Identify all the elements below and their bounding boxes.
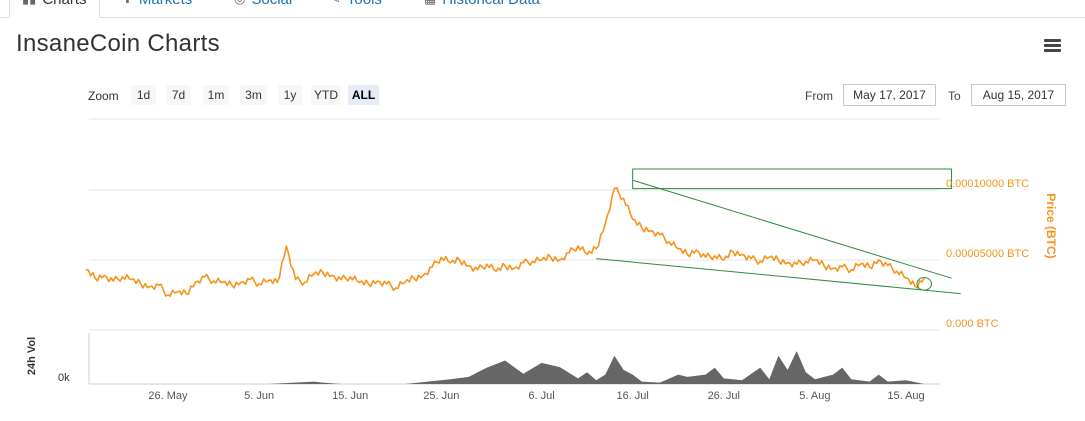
x-tick-label: 16. Jul — [616, 390, 648, 402]
tab-label: Markets — [139, 0, 192, 8]
range-from-input[interactable]: May 17, 2017 — [843, 84, 936, 106]
tab-label: Charts — [42, 0, 86, 8]
y-axis-title: Price (BTC) — [1044, 193, 1058, 258]
range-from-label: From — [805, 89, 833, 103]
zoom-label: Zoom — [88, 89, 119, 103]
x-tick-label: 15. Aug — [887, 390, 924, 402]
y-tick-label: 0.000 BTC — [946, 318, 999, 330]
tab-historical-data[interactable]: ▦ Historical Data — [424, 0, 540, 17]
tab-label: Tools — [347, 0, 382, 8]
globe-icon: ◎ — [234, 0, 245, 7]
bar-chart-icon: ▮▮ — [22, 0, 36, 7]
tab-label: Historical Data — [442, 0, 540, 8]
tab-label: Social — [251, 0, 292, 8]
annotation-trendline-upper — [632, 179, 952, 279]
zoom-button-7d[interactable]: 7d — [166, 85, 191, 105]
tab-charts[interactable]: ▮▮ Charts — [9, 0, 100, 18]
annotation-rectangle — [632, 168, 953, 190]
x-tick-label: 15. Jun — [332, 390, 368, 402]
annotation-trendline-lower — [596, 258, 961, 295]
calendar-icon: ▦ — [424, 0, 436, 7]
zoom-button-all[interactable]: ALL — [348, 85, 379, 105]
range-to-label: To — [948, 89, 961, 103]
volume-axis-title: 24h Vol — [26, 337, 38, 375]
price-series-line — [85, 186, 925, 297]
page-title: InsaneCoin Charts — [16, 30, 220, 57]
tab-social[interactable]: ◎ Social — [234, 0, 292, 17]
y-tick-label: 0.00010000 BTC — [946, 178, 1029, 190]
volume-area — [86, 351, 925, 384]
zoom-button-1d[interactable]: 1d — [131, 85, 156, 105]
tab-markets[interactable]: ✚ Markets — [122, 0, 192, 17]
hamburger-menu-icon[interactable] — [1044, 39, 1061, 52]
annotation-ellipse — [916, 277, 933, 291]
nav-tab-bar: ▮▮ Charts ✚ Markets ◎ Social ✎ Tools ▦ H… — [0, 0, 1085, 18]
x-tick-label: 26. May — [148, 390, 188, 402]
zoom-button-3m[interactable]: 3m — [240, 85, 267, 105]
zoom-button-1m[interactable]: 1m — [203, 85, 229, 105]
x-tick-label: 5. Jun — [244, 390, 274, 402]
x-tick-label: 25. Jun — [423, 390, 459, 402]
wrench-icon: ✎ — [330, 0, 341, 7]
x-tick-label: 5. Aug — [799, 390, 830, 402]
zoom-button-1y[interactable]: 1y — [278, 85, 302, 105]
x-tick-label: 26. Jul — [708, 390, 740, 402]
range-to-input[interactable]: Aug 15, 2017 — [971, 84, 1066, 106]
volume-tick-label: 0k — [58, 372, 70, 384]
cart-icon: ✚ — [122, 0, 133, 7]
y-tick-label: 0.00005000 BTC — [946, 248, 1029, 260]
zoom-button-ytd[interactable]: YTD — [311, 85, 341, 105]
x-tick-label: 6. Jul — [528, 390, 554, 402]
tab-tools[interactable]: ✎ Tools — [330, 0, 382, 17]
